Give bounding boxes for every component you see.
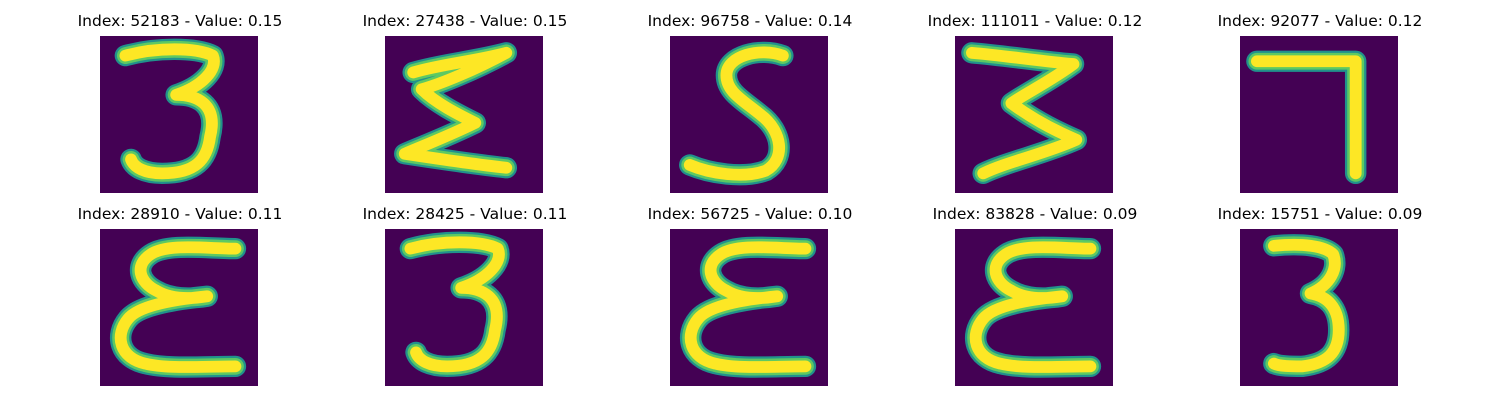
digit-image (385, 36, 543, 193)
panel-title: Index: 28425 - Value: 0.11 (362, 205, 568, 223)
digit-image (670, 229, 828, 386)
digit-image (100, 229, 258, 386)
panel-title: Index: 28910 - Value: 0.11 (77, 205, 283, 223)
glyph-stroke-core (398, 46, 513, 174)
digit-panel-10: Index: 15751 - Value: 0.09 (1170, 204, 1470, 394)
digit-panel-4: Index: 111011 - Value: 0.12 (885, 11, 1185, 201)
glyph-stroke-core (1267, 238, 1345, 373)
digit-image (385, 229, 543, 386)
digit-panel-3: Index: 96758 - Value: 0.14 (600, 11, 900, 201)
panel-title: Index: 92077 - Value: 0.12 (1217, 12, 1423, 30)
digit-panel-5: Index: 92077 - Value: 0.12 (1170, 11, 1470, 201)
panel-title: Index: 56725 - Value: 0.10 (647, 205, 853, 223)
digit-image (100, 36, 258, 193)
panel-title: Index: 27438 - Value: 0.15 (362, 12, 568, 30)
digit-panel-6: Index: 28910 - Value: 0.11 (30, 204, 330, 394)
glyph-stroke-core (119, 43, 220, 180)
digit-panel-1: Index: 52183 - Value: 0.15 (30, 11, 330, 201)
digit-panel-8: Index: 56725 - Value: 0.10 (600, 204, 900, 394)
glyph-stroke-core (683, 46, 789, 181)
digit-panel-2: Index: 27438 - Value: 0.15 (315, 11, 615, 201)
glyph-stroke-core (684, 241, 812, 373)
digit-panel-7: Index: 28425 - Value: 0.11 (315, 204, 615, 394)
glyph-stroke-core (969, 241, 1097, 373)
digit-image (670, 36, 828, 193)
digit-image (955, 36, 1113, 193)
panel-title: Index: 96758 - Value: 0.14 (647, 12, 853, 30)
panel-title: Index: 111011 - Value: 0.12 (927, 12, 1143, 30)
digit-image (955, 229, 1113, 386)
glyph-stroke-core (404, 236, 505, 373)
glyph-stroke-core (1251, 55, 1362, 180)
panel-title: Index: 52183 - Value: 0.15 (77, 12, 283, 30)
panel-title: Index: 15751 - Value: 0.09 (1217, 205, 1423, 223)
digit-image (1240, 229, 1398, 386)
glyph-stroke-core (966, 46, 1083, 180)
digit-image (1240, 36, 1398, 193)
glyph-stroke-core (114, 241, 242, 373)
digit-panel-9: Index: 83828 - Value: 0.09 (885, 204, 1185, 394)
panel-title: Index: 83828 - Value: 0.09 (932, 205, 1138, 223)
